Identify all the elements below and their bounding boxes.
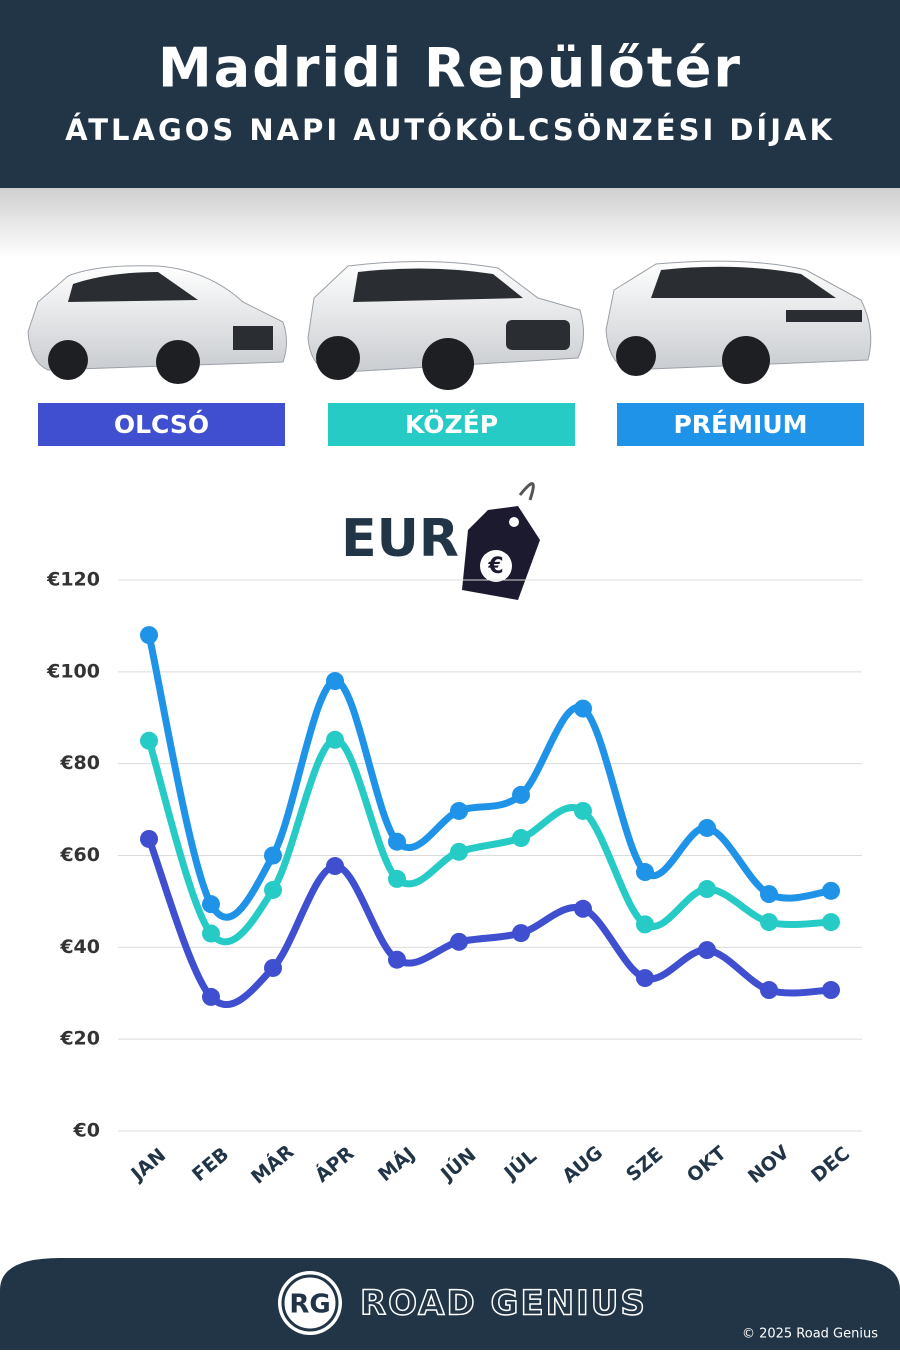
data-point bbox=[760, 913, 778, 932]
data-point bbox=[140, 731, 158, 750]
data-point bbox=[760, 885, 778, 904]
data-point bbox=[264, 880, 282, 899]
y-tick-label: €60 bbox=[59, 844, 100, 866]
price-tag-icon: € bbox=[462, 482, 540, 600]
legend-swatch bbox=[328, 403, 575, 446]
data-point bbox=[388, 950, 406, 969]
data-point bbox=[512, 924, 530, 943]
svg-text:€: € bbox=[487, 554, 503, 579]
legend-swatch bbox=[38, 403, 285, 446]
legend-label: OLCSÓ bbox=[114, 409, 209, 439]
data-point bbox=[512, 785, 530, 804]
data-point bbox=[822, 913, 840, 932]
car-mid bbox=[307, 260, 584, 390]
car-premium bbox=[605, 260, 872, 384]
data-point bbox=[822, 881, 840, 900]
data-point bbox=[140, 829, 158, 848]
data-point bbox=[698, 818, 716, 837]
y-tick-label: €0 bbox=[73, 1120, 100, 1142]
x-tick-label: MÁJ bbox=[373, 1142, 419, 1186]
logo-circle bbox=[278, 1271, 342, 1335]
car-illustrations bbox=[27, 260, 872, 390]
data-point bbox=[450, 842, 468, 861]
data-point bbox=[512, 829, 530, 848]
series-line bbox=[145, 631, 835, 921]
legend-label: PRÉMIUM bbox=[673, 410, 807, 439]
data-point bbox=[636, 969, 654, 988]
data-point bbox=[574, 699, 592, 718]
data-point bbox=[326, 857, 344, 876]
data-point bbox=[636, 863, 654, 882]
x-tick-label: ÁPR bbox=[310, 1141, 358, 1187]
data-point bbox=[264, 846, 282, 865]
data-point bbox=[388, 869, 406, 888]
data-point bbox=[450, 801, 468, 820]
x-tick-label: AUG bbox=[558, 1142, 607, 1188]
brand-name: ROAD GENIUS bbox=[360, 1284, 647, 1324]
data-point bbox=[140, 626, 158, 645]
data-point bbox=[326, 730, 344, 749]
data-point bbox=[822, 981, 840, 1000]
x-tick-label: FEB bbox=[188, 1143, 233, 1186]
y-tick-label: €100 bbox=[46, 660, 100, 682]
data-point bbox=[698, 880, 716, 899]
data-point bbox=[450, 932, 468, 951]
x-tick-label: DEC bbox=[807, 1142, 854, 1186]
header-band bbox=[0, 0, 900, 188]
x-tick-label: JÚN bbox=[434, 1142, 480, 1186]
legend: OLCSÓ KÖZÉP PRÉMIUM bbox=[38, 403, 864, 446]
y-tick-label: €80 bbox=[59, 752, 100, 774]
y-tick-label: €120 bbox=[46, 569, 100, 591]
x-tick-label: JÚL bbox=[498, 1144, 541, 1186]
chart-subtitle: ÁTLAGOS NAPI AUTÓKÖLCSÖNZÉSI DÍJAK bbox=[65, 113, 835, 147]
footer-band bbox=[0, 1258, 900, 1350]
legend-label: KÖZÉP bbox=[405, 409, 498, 439]
header-shadow bbox=[0, 188, 900, 258]
x-tick-label: NOV bbox=[744, 1141, 794, 1188]
unit-label: EUR bbox=[341, 509, 459, 569]
legend-swatch bbox=[617, 403, 864, 446]
data-point bbox=[264, 958, 282, 977]
car-economy bbox=[27, 265, 287, 384]
data-point bbox=[760, 981, 778, 1000]
data-point bbox=[202, 987, 220, 1006]
data-point bbox=[326, 672, 344, 691]
plot-area: €0 €20 €40 €60 €80 €100 €120 JAN FEB MÁR ÁPR MÁJ JÚN… bbox=[46, 569, 862, 1189]
copyright: © 2025 Road Genius bbox=[742, 1327, 878, 1342]
data-point bbox=[388, 832, 406, 851]
data-point bbox=[574, 899, 592, 918]
y-tick-label: €20 bbox=[59, 1028, 100, 1050]
data-point bbox=[636, 915, 654, 934]
y-tick-label: €40 bbox=[59, 936, 100, 958]
chart-title: Madridi Repülőtér bbox=[158, 37, 742, 100]
logo-ring bbox=[281, 1274, 339, 1332]
x-tick-label: OKT bbox=[683, 1142, 731, 1187]
x-tick-label: JAN bbox=[126, 1144, 171, 1186]
x-tick-label: SZE bbox=[622, 1143, 667, 1186]
logo-text: RG bbox=[289, 1290, 330, 1320]
x-tick-label: MÁR bbox=[246, 1140, 298, 1189]
data-point bbox=[698, 941, 716, 960]
data-point bbox=[574, 801, 592, 820]
data-point bbox=[202, 895, 220, 914]
data-point bbox=[202, 924, 220, 943]
